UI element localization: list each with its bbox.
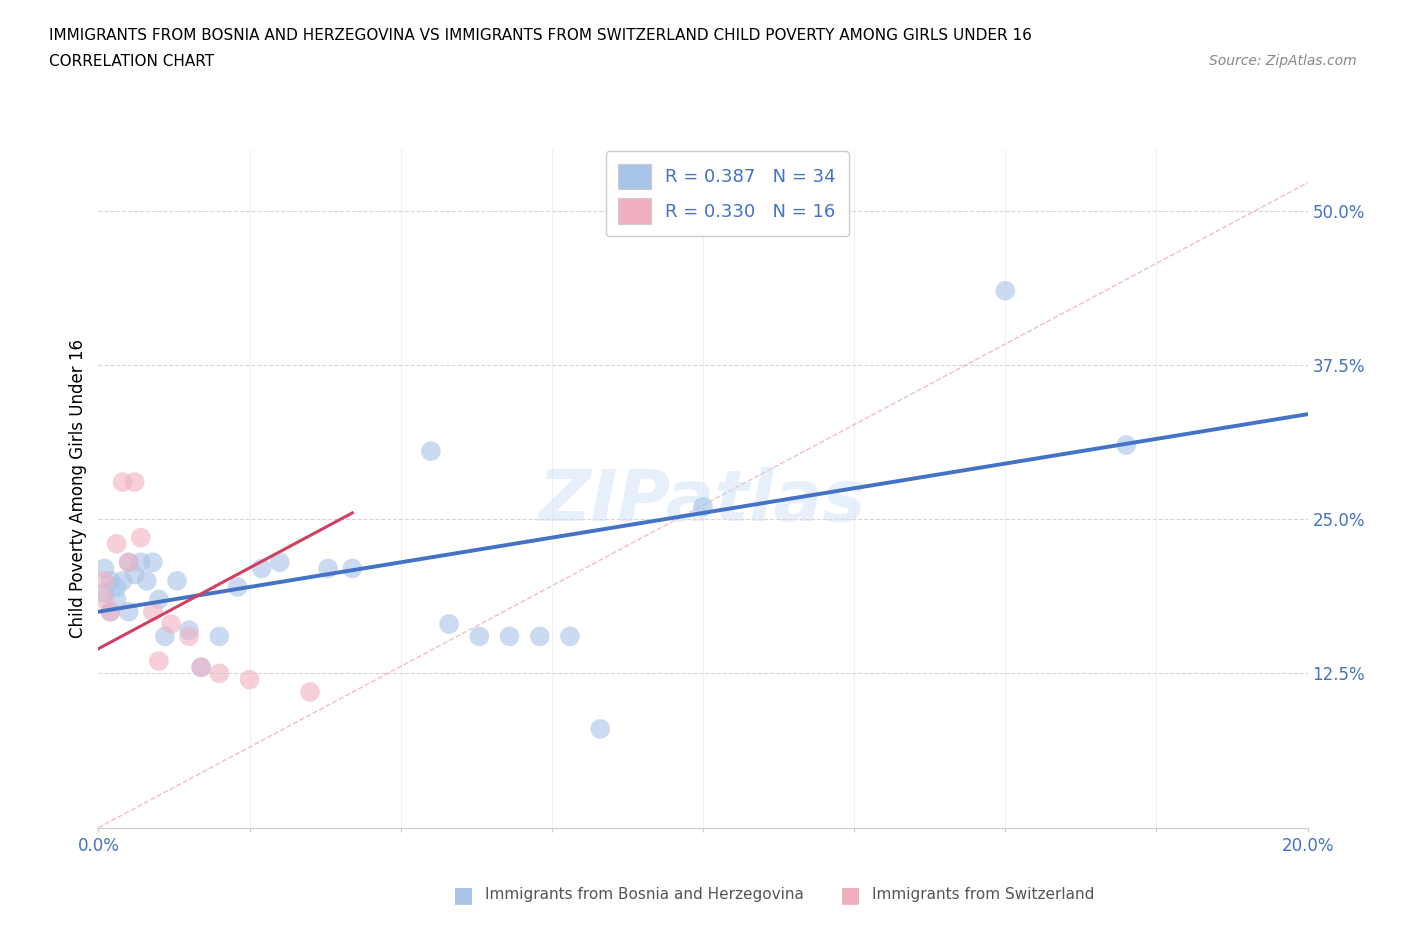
Point <box>118 555 141 570</box>
Point <box>208 629 231 644</box>
Point <box>148 591 170 606</box>
Point <box>124 474 146 489</box>
Point <box>100 604 122 619</box>
Point <box>239 672 262 687</box>
Text: Immigrants from Bosnia and Herzegovina: Immigrants from Bosnia and Herzegovina <box>485 887 804 902</box>
Point <box>316 561 339 576</box>
Point <box>299 684 322 699</box>
Point <box>100 574 122 589</box>
Point <box>124 567 146 582</box>
Point <box>994 284 1017 299</box>
Point <box>468 629 491 644</box>
Point <box>250 561 273 576</box>
Point <box>118 604 141 619</box>
Text: Immigrants from Switzerland: Immigrants from Switzerland <box>872 887 1094 902</box>
Point <box>93 574 115 589</box>
Point <box>1115 438 1137 453</box>
Point <box>111 474 134 489</box>
Text: ■: ■ <box>454 884 474 905</box>
Text: CORRELATION CHART: CORRELATION CHART <box>49 54 214 69</box>
Point <box>498 629 520 644</box>
Point <box>148 654 170 669</box>
Point <box>129 555 152 570</box>
Point <box>105 537 128 551</box>
Text: Source: ZipAtlas.com: Source: ZipAtlas.com <box>1209 54 1357 68</box>
Point <box>208 666 231 681</box>
Text: IMMIGRANTS FROM BOSNIA AND HERZEGOVINA VS IMMIGRANTS FROM SWITZERLAND CHILD POVE: IMMIGRANTS FROM BOSNIA AND HERZEGOVINA V… <box>49 28 1032 43</box>
Legend: R = 0.387   N = 34, R = 0.330   N = 16: R = 0.387 N = 34, R = 0.330 N = 16 <box>606 151 849 236</box>
Text: ZIPatlas: ZIPatlas <box>540 468 866 537</box>
Point <box>93 561 115 576</box>
Point <box>226 579 249 594</box>
Point <box>118 555 141 570</box>
Point <box>269 555 291 570</box>
Point <box>419 444 441 458</box>
Point <box>177 629 201 644</box>
Point <box>190 659 212 674</box>
Point <box>105 579 128 594</box>
Point <box>93 591 115 606</box>
Point <box>160 617 183 631</box>
Point <box>111 574 134 589</box>
Point <box>190 659 212 674</box>
Point <box>105 591 128 606</box>
Point <box>589 722 612 737</box>
Point <box>142 604 165 619</box>
Point <box>529 629 551 644</box>
Point <box>177 623 201 638</box>
Y-axis label: Child Poverty Among Girls Under 16: Child Poverty Among Girls Under 16 <box>69 339 87 638</box>
Point <box>342 561 364 576</box>
Point <box>100 604 122 619</box>
Text: ■: ■ <box>841 884 860 905</box>
Point <box>692 499 714 514</box>
Point <box>153 629 176 644</box>
Point <box>558 629 581 644</box>
Point <box>437 617 460 631</box>
Point <box>129 530 152 545</box>
Point <box>142 555 165 570</box>
Point <box>93 586 115 601</box>
Point <box>166 574 188 589</box>
Point <box>135 574 157 589</box>
